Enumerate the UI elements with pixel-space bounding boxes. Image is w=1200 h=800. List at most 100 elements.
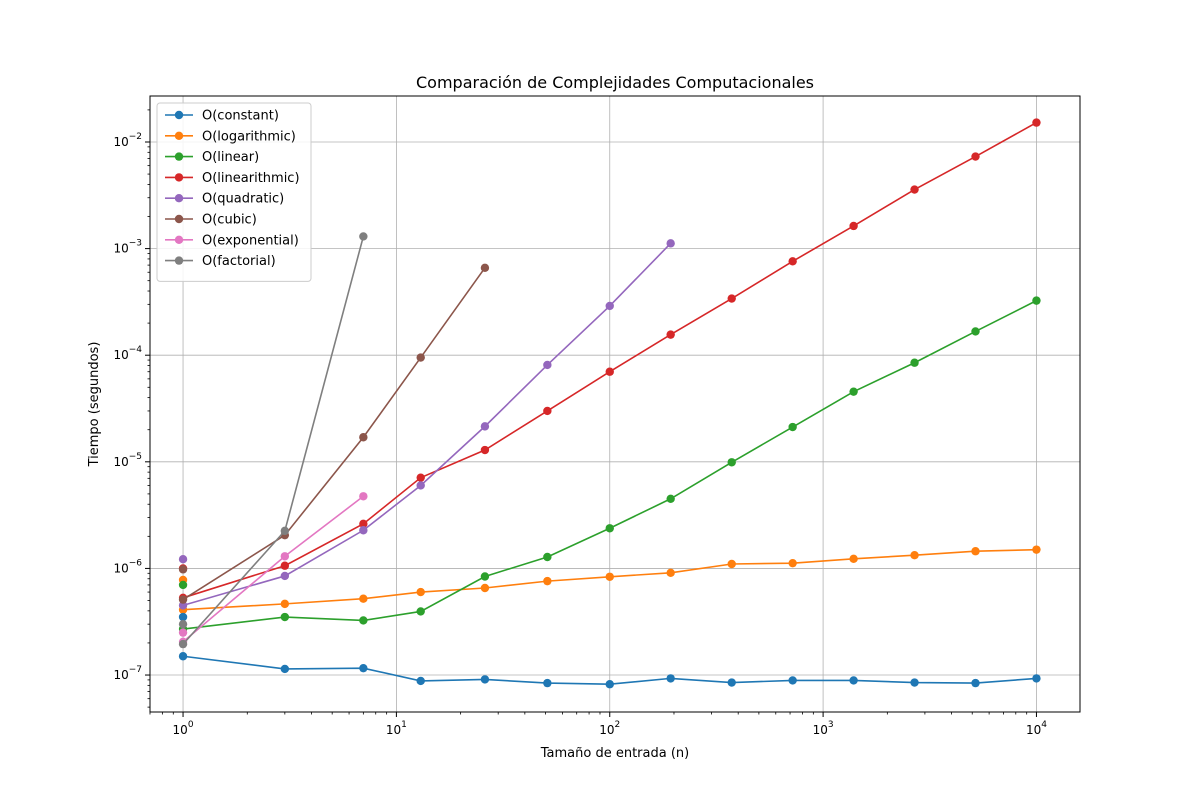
data-point-olinearithmic: [910, 185, 919, 194]
legend-item-olinear: O(linear): [165, 150, 259, 165]
legend-label: O(constant): [202, 109, 279, 124]
legend: O(constant) O(logarithmic) O(linear) O(line…: [156, 102, 312, 282]
x-tick-label: 102: [599, 720, 620, 737]
y-tick-label: 10−7: [113, 665, 142, 682]
x-tick-label: 100: [173, 720, 194, 737]
data-point-oexponential: [280, 552, 290, 561]
data-point-ofactorial: [178, 639, 188, 649]
data-point-ologarithmic: [359, 594, 368, 603]
data-point-oquadratic: [416, 481, 425, 490]
data-point-oconstant: [666, 674, 675, 683]
data-point-olinearithmic: [971, 152, 980, 161]
data-point-oconstant: [910, 678, 919, 687]
data-point-olinear: [1032, 296, 1041, 305]
data-point-olinear: [280, 612, 290, 622]
legend-item-oquadratic: O(quadratic): [165, 192, 284, 207]
data-point-olinear: [605, 524, 614, 533]
legend-item-ologarithmic: O(logarithmic): [165, 129, 296, 144]
x-tick-label: 103: [813, 720, 834, 737]
y-tick-label: 10−4: [113, 345, 142, 362]
legend-item-olinearithmic: O(linearithmic): [165, 171, 300, 186]
legend-item-oconstant: O(constant): [165, 109, 279, 124]
data-point-ocubic: [416, 353, 425, 362]
data-point-oconstant: [178, 612, 188, 622]
data-point-oquadratic: [605, 301, 614, 311]
x-axis-label: Tamaño de entrada (n): [540, 746, 689, 761]
series-layer: [178, 118, 1041, 689]
series-ologarithmic: [178, 545, 1041, 614]
y-tick-label: 10−5: [113, 452, 142, 469]
data-point-olinearithmic: [1032, 118, 1041, 127]
data-point-ologarithmic: [727, 559, 736, 569]
legend-label: O(cubic): [202, 213, 257, 228]
series-olinear: [178, 296, 1041, 634]
data-point-oquadratic: [359, 526, 368, 535]
data-point-ologarithmic: [788, 558, 797, 568]
data-point-oquadratic: [666, 239, 675, 248]
data-point-ologarithmic: [605, 572, 614, 581]
chart-title: Comparación de Complejidades Computacion…: [416, 73, 814, 92]
data-point-olinearithmic: [605, 367, 614, 376]
data-point-ocubic: [178, 565, 188, 574]
legend-label: O(logarithmic): [202, 129, 296, 144]
legend-marker: [174, 194, 184, 203]
ticks: 100 101 102 103 104 10−7 10−6 10−5 10−4 10−3 10−2: [113, 109, 1047, 737]
y-tick-label: 10−2: [113, 132, 142, 149]
legend-label: O(quadratic): [202, 192, 284, 207]
series-line-oconstant: [182, 655, 1037, 686]
data-point-olinearithmic: [359, 519, 368, 529]
data-point-ocubic: [480, 263, 490, 273]
data-point-oconstant: [849, 676, 858, 685]
legend-marker: [174, 256, 184, 265]
data-point-olinearithmic: [280, 561, 290, 570]
data-point-olinearithmic: [727, 294, 736, 303]
data-point-olinear: [416, 607, 425, 616]
data-point-olinearithmic: [849, 221, 858, 231]
legend-marker: [174, 131, 184, 140]
legend-item-ofactorial: O(factorial): [165, 254, 276, 269]
data-point-olinear: [359, 616, 368, 625]
data-point-oexponential: [359, 492, 368, 501]
data-point-olinear: [727, 458, 736, 467]
data-point-ologarithmic: [543, 576, 552, 586]
legend-item-ocubic: O(cubic): [165, 213, 257, 228]
data-point-olinearithmic: [416, 473, 425, 482]
data-point-oexponential: [178, 628, 188, 637]
series-olinearithmic: [178, 118, 1041, 603]
data-point-olinear: [971, 327, 980, 336]
data-point-oconstant: [605, 680, 614, 689]
data-point-oconstant: [416, 676, 425, 686]
legend-label: O(linear): [202, 150, 259, 165]
data-point-oconstant: [543, 678, 552, 688]
data-point-olinear: [849, 387, 858, 396]
data-point-oquadratic: [543, 360, 552, 370]
data-point-olinearithmic: [666, 330, 675, 339]
series-oquadratic: [178, 239, 675, 610]
series-line-ologarithmic: [183, 548, 1037, 611]
y-tick-label: 10−6: [113, 558, 142, 575]
data-point-ocubic: [359, 433, 368, 442]
series-oconstant: [178, 652, 1041, 689]
data-point-olinearithmic: [480, 445, 490, 455]
data-point-oconstant: [280, 664, 290, 674]
x-tick-label: 104: [1026, 720, 1047, 737]
legend-marker: [174, 110, 184, 120]
data-point-olinear: [666, 494, 675, 503]
data-point-olinear: [543, 552, 552, 562]
data-point-olinear: [178, 580, 188, 590]
data-point-ologarithmic: [910, 551, 919, 560]
data-point-ologarithmic: [666, 568, 675, 577]
grid: [150, 96, 1080, 712]
series-line-oquadratic: [182, 242, 672, 607]
legend-label: O(linearithmic): [202, 171, 300, 186]
data-point-oconstant: [971, 678, 980, 688]
data-point-oquadratic: [480, 422, 490, 431]
data-point-ofactorial: [178, 619, 188, 629]
y-tick-label: 10−3: [113, 239, 142, 256]
data-point-olinear: [788, 422, 797, 432]
legend-item-oexponential: O(exponential): [165, 233, 299, 248]
legend-marker: [174, 152, 184, 161]
data-point-olinear: [910, 358, 919, 367]
data-point-ologarithmic: [280, 599, 290, 609]
